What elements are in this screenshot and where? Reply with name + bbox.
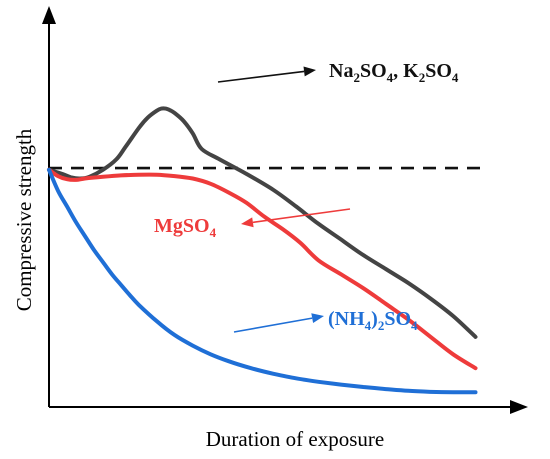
series-label-na_k: Na2SO4, K2SO4: [329, 60, 459, 85]
series-label-part: ): [371, 308, 378, 330]
series-label-part: Na: [329, 60, 353, 82]
series-label-part: 4: [452, 70, 459, 85]
y-axis-arrowhead: [42, 6, 56, 24]
series-label-part: 4: [365, 318, 372, 333]
series-label-nh4: (NH4)2SO4: [328, 308, 418, 333]
annotation-arrowhead-mg: [241, 217, 254, 228]
series-label-part: (NH: [328, 308, 365, 330]
series-label-part: SO: [360, 60, 387, 82]
series-label-part: 4: [411, 318, 418, 333]
annotation-arrow-nh4: [233, 317, 313, 333]
x-axis-title: Duration of exposure: [206, 427, 384, 451]
series-label-part: 4: [387, 70, 394, 85]
series-line-nh4: [47, 167, 478, 395]
annotation-arrowhead-nh4: [311, 313, 324, 323]
annotation-arrow-na_k: [217, 70, 305, 83]
annotation-arrowhead-na_k: [303, 66, 316, 77]
series-layer: [47, 106, 478, 395]
series-label-part: 2: [353, 70, 360, 85]
series-line-na_k: [47, 106, 478, 339]
series-line-mg: [47, 167, 478, 371]
x-axis-arrowhead: [510, 400, 528, 414]
y-axis-title: Compressive strength: [12, 128, 36, 311]
series-label-part: , K: [393, 60, 419, 82]
series-label-part: 2: [378, 318, 385, 333]
annotation-arrow-mg: [252, 208, 351, 224]
series-label-part: 4: [210, 225, 217, 240]
series-label-part: SO: [425, 60, 452, 82]
series-label-part: MgSO: [154, 215, 210, 237]
series-label-part: 2: [419, 70, 426, 85]
series-label-mg: MgSO4: [154, 215, 217, 240]
series-label-part: SO: [384, 308, 411, 330]
